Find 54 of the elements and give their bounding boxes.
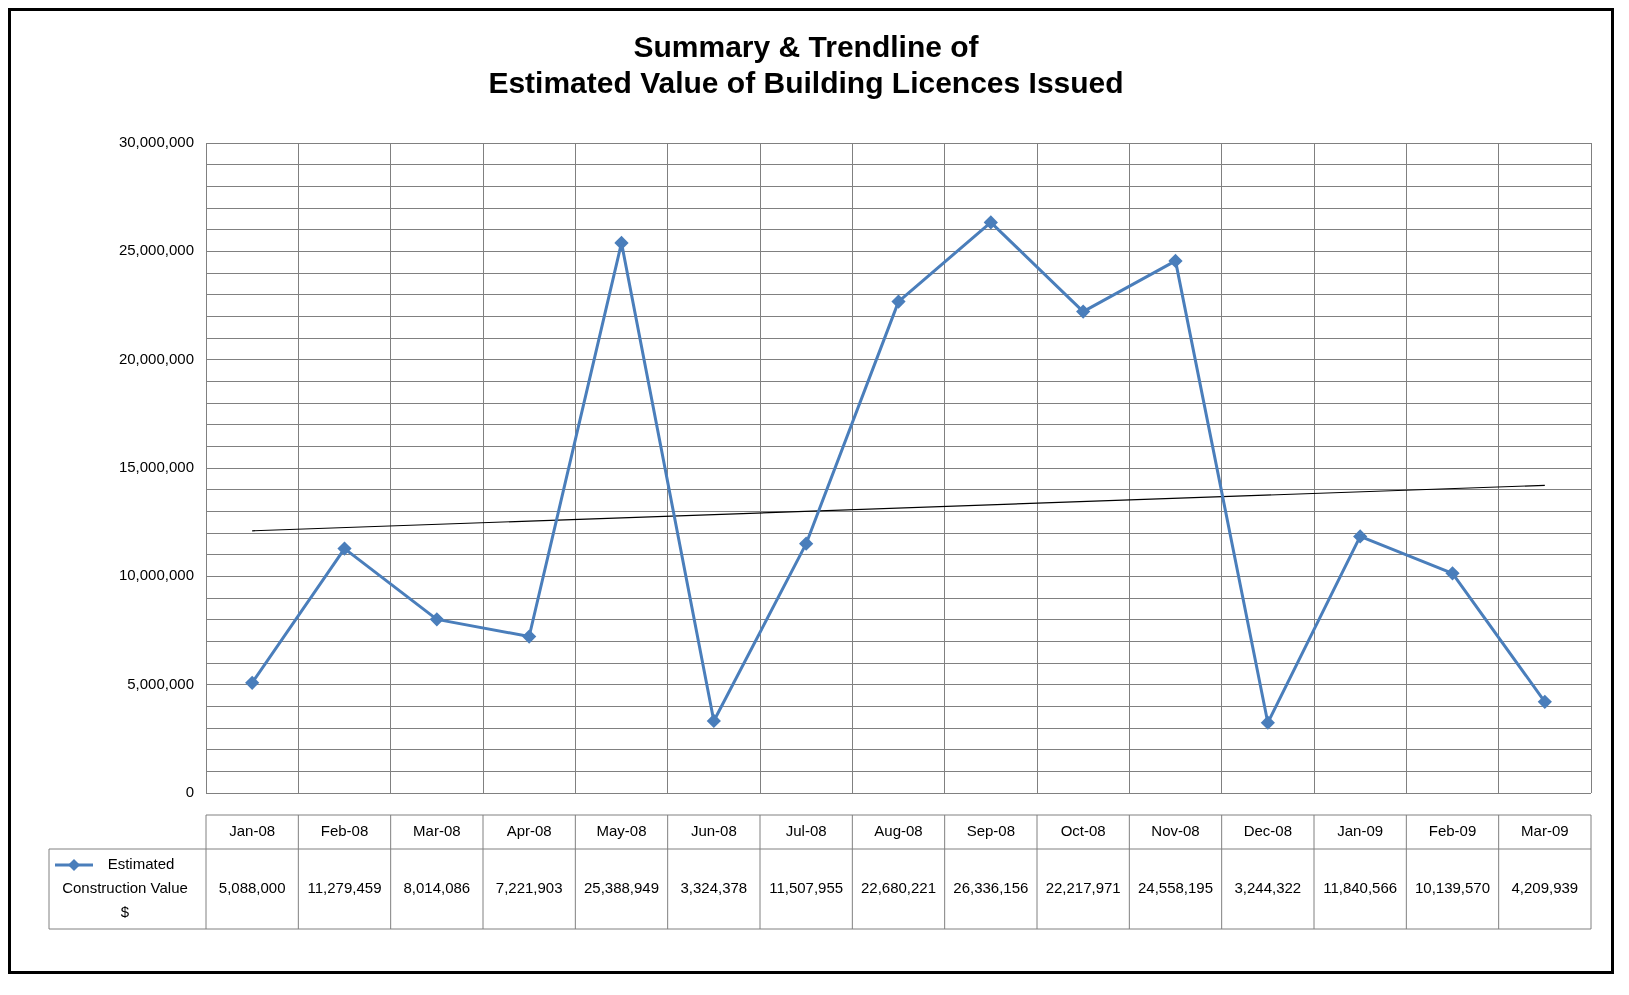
point bbox=[984, 215, 998, 229]
x-tick-label: Jun-08 bbox=[690, 822, 737, 840]
x-tick-label: Feb-09 bbox=[1428, 822, 1477, 840]
y-tick-label: 0 bbox=[185, 783, 194, 801]
data-label: 5,088,000 bbox=[218, 879, 286, 897]
data-label: 22,217,971 bbox=[1045, 879, 1121, 897]
x-tick-label: Nov-08 bbox=[1151, 822, 1200, 840]
point bbox=[1446, 566, 1459, 580]
data-label: 22,680,221 bbox=[860, 879, 937, 897]
x-tick-label: Jan-08 bbox=[229, 822, 276, 840]
point bbox=[1076, 305, 1090, 319]
y-tick-label: 15,000,000 bbox=[118, 458, 194, 476]
point bbox=[615, 236, 628, 250]
point bbox=[799, 537, 813, 551]
x-tick-label: Oct-08 bbox=[1060, 822, 1106, 840]
point bbox=[1261, 716, 1275, 730]
x-tick-label: Dec-08 bbox=[1243, 822, 1293, 840]
y-tick-label: 20,000,000 bbox=[118, 349, 194, 367]
legend-label: Estimated Construction Value $ bbox=[62, 855, 188, 921]
data-label: 8,014,086 bbox=[403, 879, 471, 897]
data-label: 7,221,903 bbox=[495, 879, 563, 897]
data-label: 3,324,378 bbox=[680, 879, 748, 897]
data-label: 10,139,570 bbox=[1414, 879, 1491, 897]
x-tick-label: Apr-08 bbox=[506, 822, 552, 840]
point bbox=[707, 714, 721, 728]
data-label: 26,336,156 bbox=[953, 879, 1029, 897]
x-tick-label: May-08 bbox=[596, 822, 647, 840]
x-tick-label: Mar-08 bbox=[413, 822, 461, 840]
data-label: 3,244,322 bbox=[1234, 879, 1302, 897]
x-tick-label: Feb-08 bbox=[320, 822, 369, 840]
point bbox=[1353, 529, 1367, 543]
y-tick-label: 30,000,000 bbox=[118, 133, 194, 151]
x-tick-label: Mar-09 bbox=[1521, 822, 1569, 840]
point bbox=[1169, 254, 1182, 268]
data-label: 24,558,195 bbox=[1137, 879, 1214, 897]
point bbox=[245, 676, 259, 690]
x-tick-label: Jan-09 bbox=[1337, 822, 1384, 840]
y-tick-label: 25,000,000 bbox=[118, 241, 194, 259]
point bbox=[338, 542, 351, 556]
point bbox=[522, 630, 536, 644]
data-label: 11,840,566 bbox=[1323, 879, 1398, 897]
data-label: 11,279,459 bbox=[307, 879, 382, 897]
point bbox=[430, 612, 444, 626]
x-tick-label: Aug-08 bbox=[874, 822, 923, 840]
y-tick-label: 10,000,000 bbox=[118, 566, 194, 584]
point bbox=[1538, 695, 1552, 709]
point bbox=[892, 295, 905, 309]
data-label: 25,388,949 bbox=[583, 879, 660, 897]
x-tick-label: Jul-08 bbox=[785, 822, 827, 840]
data-label: 4,209,939 bbox=[1511, 879, 1579, 897]
y-tick-label: 5,000,000 bbox=[127, 674, 194, 692]
data-label: 11,507,955 bbox=[769, 879, 844, 897]
chart-title: Summary & Trendline of Estimated Value of Building Licences Issued bbox=[488, 30, 1124, 100]
x-tick-label: Sep-08 bbox=[966, 822, 1016, 840]
